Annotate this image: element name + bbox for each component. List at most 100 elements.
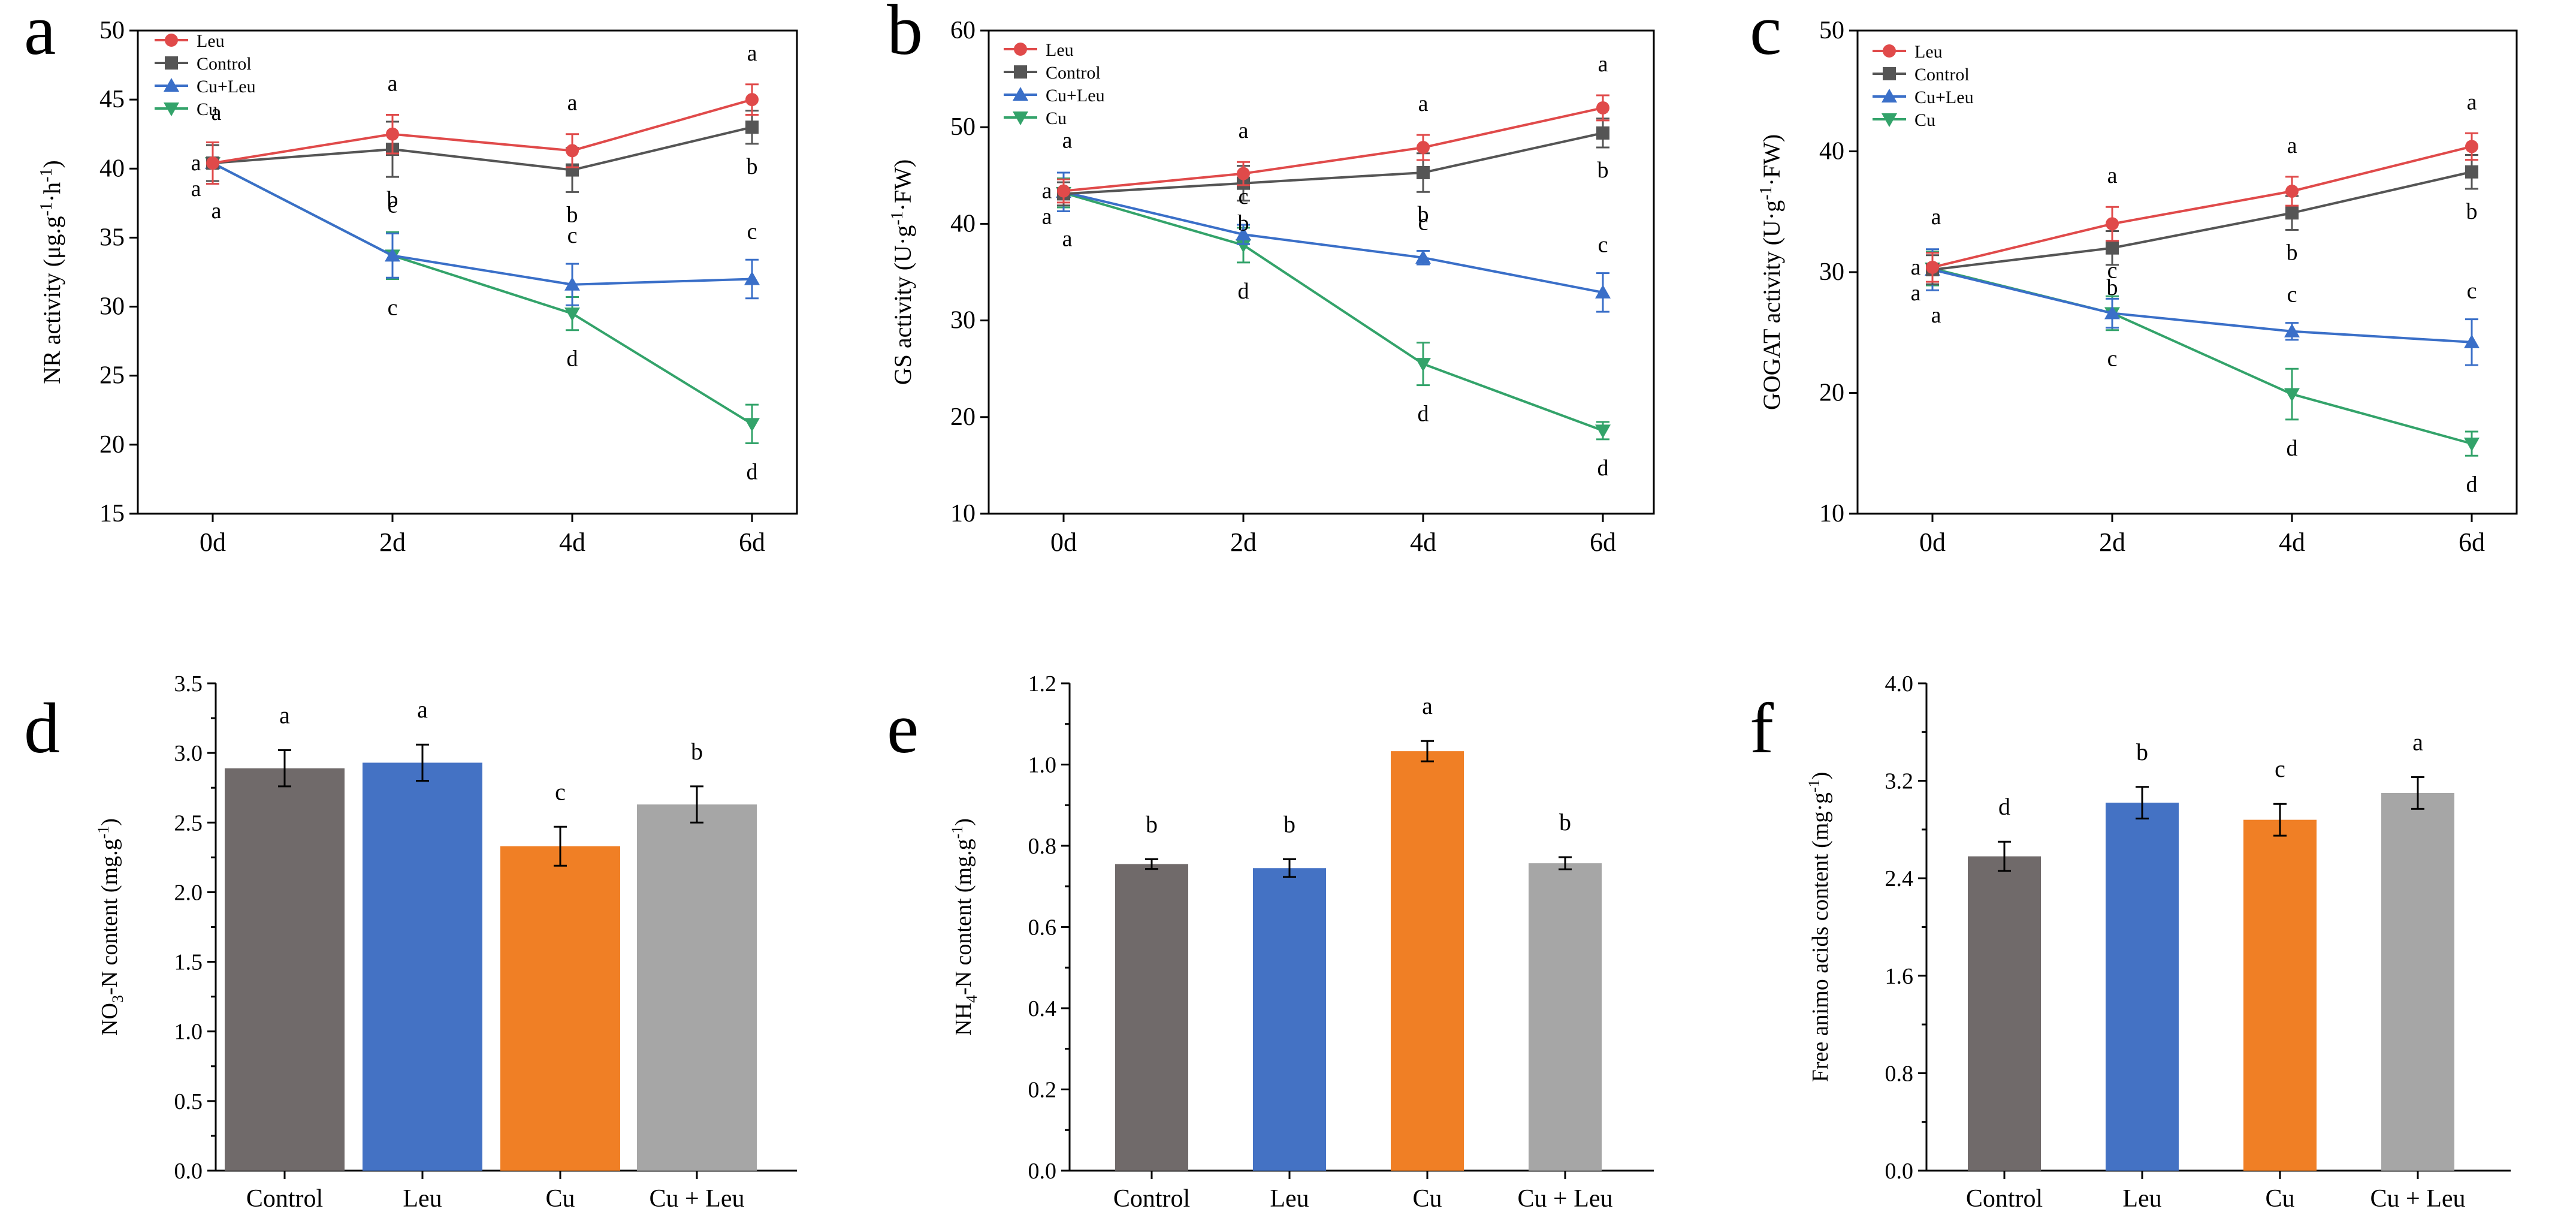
y-tick-label: 2.5: [174, 810, 203, 836]
y-axis-label: NH4-N content (mg.g-1): [949, 818, 980, 1036]
data-point: [1595, 284, 1611, 299]
x-tick-label: Cu + Leu: [1518, 1185, 1613, 1213]
legend-label: Cu+Leu: [1046, 86, 1105, 105]
data-point: [564, 276, 580, 291]
series-cu-leu: [1056, 171, 1611, 313]
y-axis-label-main: NH: [951, 1003, 976, 1036]
y-tick-label: 50: [1819, 17, 1844, 44]
significance-letter: d: [2287, 436, 2298, 461]
bar: [225, 768, 345, 1171]
legend-marker: [1882, 89, 1897, 102]
y-tick-label: 40: [1819, 138, 1844, 165]
significance-letter: b: [2136, 738, 2148, 765]
x-tick-label: 0d: [200, 527, 226, 557]
y-tick-label: 1.5: [174, 950, 203, 975]
legend-label: Leu: [1046, 40, 1074, 60]
legend-marker: [164, 102, 179, 116]
bar: [363, 762, 482, 1171]
panel-label: b: [887, 0, 923, 70]
x-tick-label: Control: [246, 1185, 323, 1213]
x-tick-label: Control: [1966, 1185, 2043, 1213]
legend-label: Cu+Leu: [1914, 88, 1974, 107]
series-cu-leu: [1925, 248, 2480, 366]
x-tick-label: Cu + Leu: [2370, 1185, 2466, 1213]
data-point: [2106, 241, 2119, 255]
y-tick-label: 3.5: [174, 671, 203, 697]
significance-letter: b: [1597, 158, 1609, 183]
y-axis-label-end: ): [951, 818, 976, 826]
bar: [2381, 792, 2454, 1171]
legend-label: Cu: [197, 100, 218, 119]
series-control: [1926, 154, 2478, 285]
significance-letter: a: [2107, 163, 2118, 188]
y-tick-label: 10: [1819, 500, 1844, 527]
y-axis-label-rest: -N content (mg.g: [97, 839, 122, 995]
series-leu: [206, 83, 759, 185]
significance-letter: b: [2466, 199, 2478, 224]
legend-marker: [1883, 44, 1896, 58]
legend-label: Leu: [1914, 42, 1943, 62]
legend-label: Cu+Leu: [197, 77, 256, 97]
plot-frame: [137, 29, 798, 515]
data-point: [744, 418, 760, 432]
series-line: [1063, 191, 1603, 432]
legend-marker: [1013, 87, 1028, 101]
y-tick-label: 40: [950, 210, 976, 237]
y-axis-label-end: ): [38, 160, 65, 168]
y-axis-label-sup: -1: [888, 211, 907, 225]
significance-letter: a: [1911, 281, 1921, 306]
y-tick-label: 40: [99, 155, 125, 182]
significance-letter: b: [567, 202, 578, 227]
significance-letter: b: [1238, 211, 1249, 236]
legend-label: Control: [1046, 63, 1101, 83]
series-cu: [205, 144, 760, 445]
data-point: [206, 156, 219, 170]
significance-letter: b: [1284, 810, 1295, 837]
data-point: [2106, 217, 2119, 231]
data-point: [745, 120, 759, 134]
bar: [2106, 803, 2179, 1171]
data-point: [1417, 141, 1430, 155]
y-tick-label: 45: [99, 86, 125, 113]
panel-label: d: [24, 688, 60, 768]
y-tick-label: 3.0: [174, 741, 203, 766]
legend-marker: [1013, 111, 1028, 125]
y-axis-label: NR activity (μg.g-1·h-1): [37, 160, 65, 384]
series-line: [212, 162, 753, 286]
data-point: [1057, 184, 1070, 198]
data-point: [2464, 334, 2480, 348]
significance-letter: a: [1042, 204, 1052, 230]
significance-letter: d: [747, 460, 758, 485]
y-axis-label-sup: -1: [1757, 186, 1775, 200]
significance-letter: c: [747, 219, 757, 244]
significance-letter: c: [388, 193, 398, 218]
data-point: [564, 307, 580, 322]
data-point: [1237, 167, 1250, 180]
legend-label: Control: [197, 54, 252, 74]
legend-label: Cu: [1046, 108, 1067, 128]
x-tick-label: 6d: [2459, 527, 2485, 557]
significance-letter: a: [2412, 729, 2423, 756]
x-tick-label: Cu + Leu: [650, 1185, 745, 1213]
plot-frame: [987, 29, 1655, 515]
significance-letter: a: [212, 100, 222, 125]
significance-letter: d: [567, 346, 578, 372]
y-axis-label-sup: -1: [949, 826, 966, 839]
series-control: [1057, 117, 1609, 207]
significance-letter: a: [212, 198, 222, 224]
series-line: [1932, 170, 2472, 271]
y-tick-label: 1.2: [1028, 671, 1057, 697]
significance-letter: a: [1422, 692, 1433, 719]
y-tick-label: 20: [99, 431, 125, 459]
y-tick-label: 20: [950, 403, 976, 431]
data-point: [1415, 358, 1431, 372]
significance-letter: d: [2466, 472, 2478, 497]
x-tick-label: Control: [1113, 1185, 1190, 1213]
series-line: [212, 126, 753, 171]
panel-f: f 0.0 0.8 1.6 2.4 3.2 4.0 Control Leu Cu Cu + Leu F…: [1750, 671, 2511, 1213]
data-point: [2104, 305, 2120, 319]
significance-letter: a: [1931, 303, 1941, 328]
data-point: [1596, 126, 1609, 140]
y-axis-label-end: ): [1808, 772, 1833, 780]
